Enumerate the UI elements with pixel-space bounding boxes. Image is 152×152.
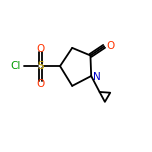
- Text: O: O: [36, 44, 44, 54]
- Text: O: O: [36, 79, 44, 89]
- Text: Cl: Cl: [10, 61, 21, 71]
- Text: S: S: [37, 61, 44, 71]
- Text: N: N: [93, 72, 101, 82]
- Text: O: O: [107, 41, 115, 51]
